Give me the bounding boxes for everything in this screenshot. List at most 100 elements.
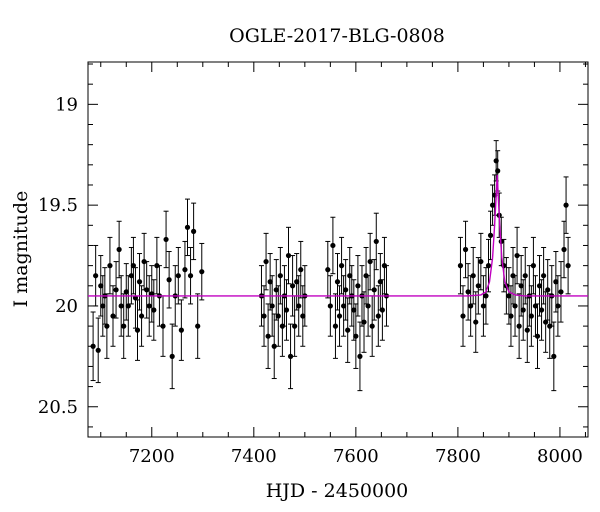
- data-point: [95, 317, 101, 384]
- data-point-marker: [110, 313, 116, 319]
- data-point-marker: [495, 168, 501, 174]
- data-point-marker: [551, 353, 557, 359]
- chart-title: OGLE-2017-BLG-0808: [229, 25, 445, 47]
- data-point-marker: [169, 353, 175, 359]
- data-point: [128, 246, 134, 305]
- data-point-marker: [558, 289, 564, 295]
- data-point-marker: [261, 313, 267, 319]
- data-point-marker: [154, 263, 160, 269]
- data-point: [292, 295, 298, 357]
- x-tick-label: 7600: [333, 446, 379, 467]
- data-point-marker: [130, 263, 137, 269]
- data-point-marker: [332, 323, 339, 329]
- data-point-marker: [536, 283, 543, 289]
- data-point: [195, 293, 201, 359]
- data-point-marker: [553, 279, 559, 285]
- data-point-marker: [141, 258, 147, 265]
- data-point-marker: [298, 267, 304, 273]
- data-point-marker: [199, 269, 205, 275]
- data-point-marker: [178, 327, 184, 333]
- data-point-marker: [516, 323, 522, 329]
- data-point: [107, 236, 113, 295]
- data-point-marker: [468, 303, 474, 309]
- data-point-marker: [334, 279, 341, 285]
- data-point: [558, 261, 564, 323]
- data-point-marker: [480, 303, 487, 309]
- data-point: [125, 275, 131, 337]
- data-point-marker: [275, 313, 281, 319]
- y-tick-label: 19: [55, 94, 78, 115]
- data-point-marker: [128, 273, 134, 279]
- data-point-marker: [327, 303, 333, 309]
- data-point-marker: [460, 313, 466, 319]
- data-point-marker: [379, 307, 385, 313]
- data-point: [294, 253, 300, 311]
- data-point-marker: [522, 273, 528, 279]
- data-point-marker: [151, 307, 157, 313]
- data-point: [468, 275, 474, 337]
- data-point-marker: [518, 283, 524, 289]
- data-point: [187, 246, 194, 305]
- data-point-marker: [373, 238, 379, 245]
- data-point: [110, 285, 116, 347]
- data-point-marker: [365, 303, 371, 309]
- x-tick-label: 8000: [537, 446, 583, 467]
- y-tick-label: 19.5: [38, 195, 78, 216]
- y-tick-label: 20: [55, 296, 78, 317]
- data-point: [273, 259, 279, 321]
- data-point-marker: [98, 283, 104, 289]
- data-point-marker: [506, 293, 512, 299]
- data-point-marker: [289, 283, 296, 289]
- data-point-marker: [487, 232, 494, 238]
- data-point: [178, 299, 184, 361]
- data-point-marker: [118, 303, 124, 309]
- data-point: [565, 236, 571, 295]
- data-point-marker: [524, 327, 530, 333]
- data-point: [136, 253, 143, 311]
- data-point-marker: [361, 319, 367, 325]
- data-point: [332, 293, 339, 359]
- data-point-marker: [163, 236, 169, 243]
- data-point-marker: [483, 293, 489, 299]
- data-point: [144, 261, 150, 319]
- data-point: [532, 275, 539, 337]
- data-point-marker: [473, 319, 479, 325]
- data-point-marker: [338, 263, 345, 269]
- data-point: [470, 246, 476, 305]
- data-point: [121, 293, 127, 359]
- data-point-marker: [377, 279, 383, 285]
- data-point-marker: [271, 343, 277, 349]
- data-point-marker: [285, 252, 292, 259]
- data-point: [534, 303, 541, 369]
- data-point-marker: [125, 303, 131, 309]
- y-axis-title: I magnitude: [10, 191, 32, 308]
- data-point-marker: [345, 327, 351, 333]
- data-point-marker: [146, 303, 152, 309]
- data-point-marker: [287, 353, 294, 359]
- data-point-marker: [457, 263, 464, 269]
- data-point-marker: [561, 246, 567, 253]
- data-point: [199, 242, 205, 301]
- data-point: [561, 220, 567, 279]
- data-point-marker: [100, 303, 106, 309]
- data-point: [116, 220, 122, 279]
- data-point-marker: [485, 263, 492, 269]
- data-point-marker: [90, 343, 96, 349]
- data-point: [287, 323, 294, 390]
- data-point-marker: [336, 313, 343, 319]
- data-point: [141, 232, 147, 291]
- data-point-marker: [538, 307, 545, 313]
- data-point: [524, 297, 530, 363]
- data-point: [462, 220, 469, 279]
- data-point-marker: [175, 273, 181, 279]
- data-point-marker: [123, 289, 129, 295]
- data-point: [357, 321, 363, 392]
- data-point-marker: [107, 263, 113, 269]
- data-point-marker: [530, 263, 537, 269]
- data-point: [154, 236, 160, 295]
- data-point-marker: [191, 228, 197, 234]
- data-point: [457, 236, 464, 295]
- x-axis-title: HJD - 2450000: [266, 480, 409, 502]
- data-point-marker: [371, 287, 377, 293]
